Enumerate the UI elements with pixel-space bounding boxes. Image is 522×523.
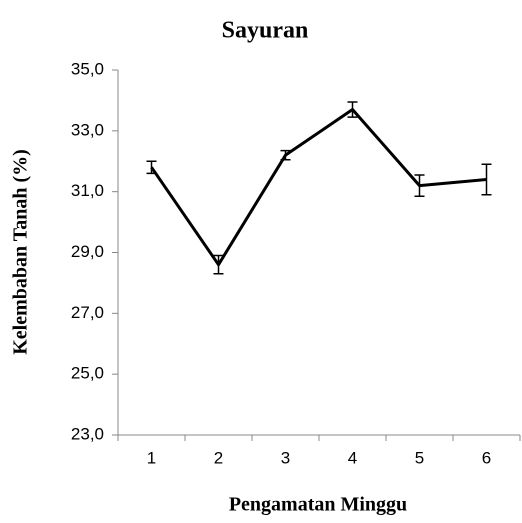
error-bar xyxy=(481,163,492,196)
y-tick-label: 35,0 xyxy=(71,59,104,78)
error-bar xyxy=(414,174,425,197)
y-tick-label: 25,0 xyxy=(71,364,104,383)
y-tick-label: 29,0 xyxy=(71,242,104,261)
error-bar xyxy=(347,101,358,118)
x-tick-label: 5 xyxy=(415,448,424,467)
y-axis-title: Kelembaban Tanah (%) xyxy=(10,149,32,355)
y-tick-label: 27,0 xyxy=(71,303,104,322)
error-bar xyxy=(280,149,291,161)
y-tick-label: 31,0 xyxy=(71,181,104,200)
x-tick-label: 1 xyxy=(147,448,156,467)
error-bar xyxy=(146,160,157,175)
x-tick-label: 2 xyxy=(214,448,223,467)
chart-title: Sayuran xyxy=(222,18,309,44)
y-tick-label: 23,0 xyxy=(71,424,104,443)
x-tick-label: 3 xyxy=(281,448,290,467)
x-tick-label: 4 xyxy=(348,448,357,467)
line xyxy=(150,108,487,267)
x-tick-label: 6 xyxy=(482,448,491,467)
y-tick-label: 33,0 xyxy=(71,120,104,139)
x-axis-title: Pengamatan Minggu xyxy=(229,494,407,516)
error-bar xyxy=(213,254,224,275)
